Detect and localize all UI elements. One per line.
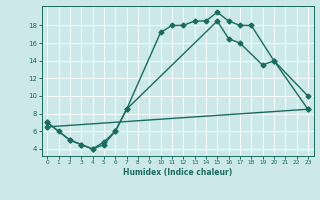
X-axis label: Humidex (Indice chaleur): Humidex (Indice chaleur) — [123, 168, 232, 177]
